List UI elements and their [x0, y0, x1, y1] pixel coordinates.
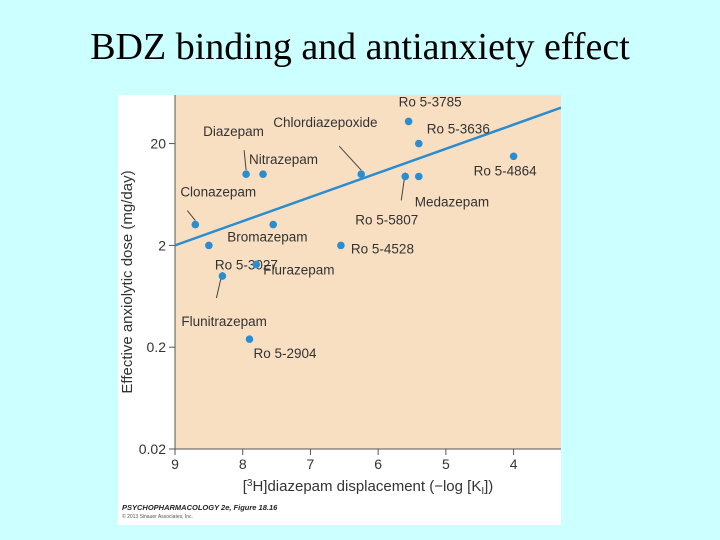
regression-line — [174, 106, 561, 247]
data-point-label: Clonazepam — [180, 185, 256, 200]
figure-copyright: © 2013 Sinauer Associates, Inc. — [122, 514, 193, 520]
y-axis-title: Effective anxiolytic dose (mg/day) — [119, 170, 136, 393]
data-point-label: Medazepam — [415, 194, 489, 209]
data-point-label: Ro 5-3027 — [215, 257, 278, 272]
data-point-label: Ro 5-4864 — [474, 163, 538, 178]
x-axis-title: [3H]diazepam displacement (−log [KI]) — [243, 478, 494, 497]
y-tick-label: 2 — [158, 237, 166, 253]
data-point-label: Ro 5-4528 — [351, 241, 414, 256]
plot-background — [175, 95, 561, 449]
y-tick-label: 20 — [150, 136, 166, 152]
x-tick-label: 8 — [239, 456, 247, 472]
data-point-label: Nitrazepam — [249, 152, 318, 167]
label-leader-line — [338, 145, 362, 171]
x-tick-label: 9 — [171, 456, 179, 472]
y-tick-label: 0.2 — [147, 339, 167, 355]
x-tick-label: 7 — [307, 456, 315, 472]
data-point — [401, 172, 410, 181]
data-point — [245, 335, 254, 343]
figure-caption: PSYCHOPHARMACOLOGY 2e, Figure 18.16 — [122, 503, 278, 512]
data-point — [509, 152, 518, 161]
slide-title: BDZ binding and antianxiety effect — [90, 26, 630, 68]
label-leader-line — [243, 150, 247, 171]
scatter-chart: 9 8 7 6 5 4 0.02 0.2 2 20 [3H]diazepam displacemen… — [119, 95, 561, 497]
data-point — [259, 170, 267, 179]
figure-panel: 9 8 7 6 5 4 0.02 0.2 2 20 [3H]diazepam displacemen… — [118, 95, 561, 525]
data-point-label: Diazepam — [203, 124, 264, 139]
x-tick-label: 5 — [442, 456, 450, 472]
data-point — [269, 220, 277, 229]
data-point-label: Ro 5-2904 — [253, 346, 317, 361]
data-point-label: Ro 5-5807 — [355, 212, 418, 227]
x-tick-label: 6 — [374, 456, 382, 472]
data-point-label: Ro 5-3785 — [399, 95, 462, 109]
data-point-label: Flurazepam — [263, 262, 334, 277]
data-point — [357, 170, 366, 179]
data-point-label: Ro 5-3636 — [427, 122, 490, 137]
x-tick-label: 4 — [510, 456, 518, 472]
data-point-label: Chlordiazepoxide — [273, 115, 377, 130]
data-point-label: Bromazepam — [227, 230, 307, 245]
data-point — [414, 172, 423, 181]
data-point — [242, 170, 250, 179]
data-point — [252, 260, 261, 269]
data-point — [337, 241, 345, 250]
data-point — [218, 272, 227, 280]
y-tick-label: 0.02 — [139, 441, 166, 457]
data-point-label: Flunitrazepam — [181, 314, 267, 329]
data-point — [414, 139, 423, 148]
data-point — [191, 220, 200, 229]
data-point — [205, 241, 213, 250]
label-leader-line — [186, 210, 196, 221]
data-point — [404, 117, 413, 126]
